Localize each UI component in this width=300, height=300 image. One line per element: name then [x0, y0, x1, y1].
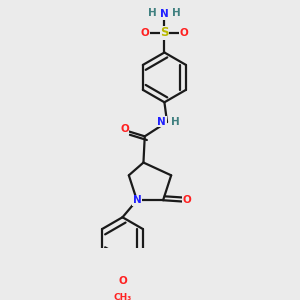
Text: H: H [148, 8, 157, 18]
Text: N: N [158, 117, 166, 127]
Text: N: N [133, 195, 141, 205]
Text: CH₃: CH₃ [113, 293, 132, 300]
Text: O: O [180, 28, 188, 38]
Text: H: H [172, 8, 181, 18]
Text: S: S [160, 26, 169, 39]
Text: N: N [160, 10, 169, 20]
Text: H: H [171, 117, 180, 127]
Text: O: O [140, 28, 149, 38]
Text: O: O [118, 277, 127, 286]
Text: O: O [120, 124, 129, 134]
Text: O: O [182, 195, 191, 205]
